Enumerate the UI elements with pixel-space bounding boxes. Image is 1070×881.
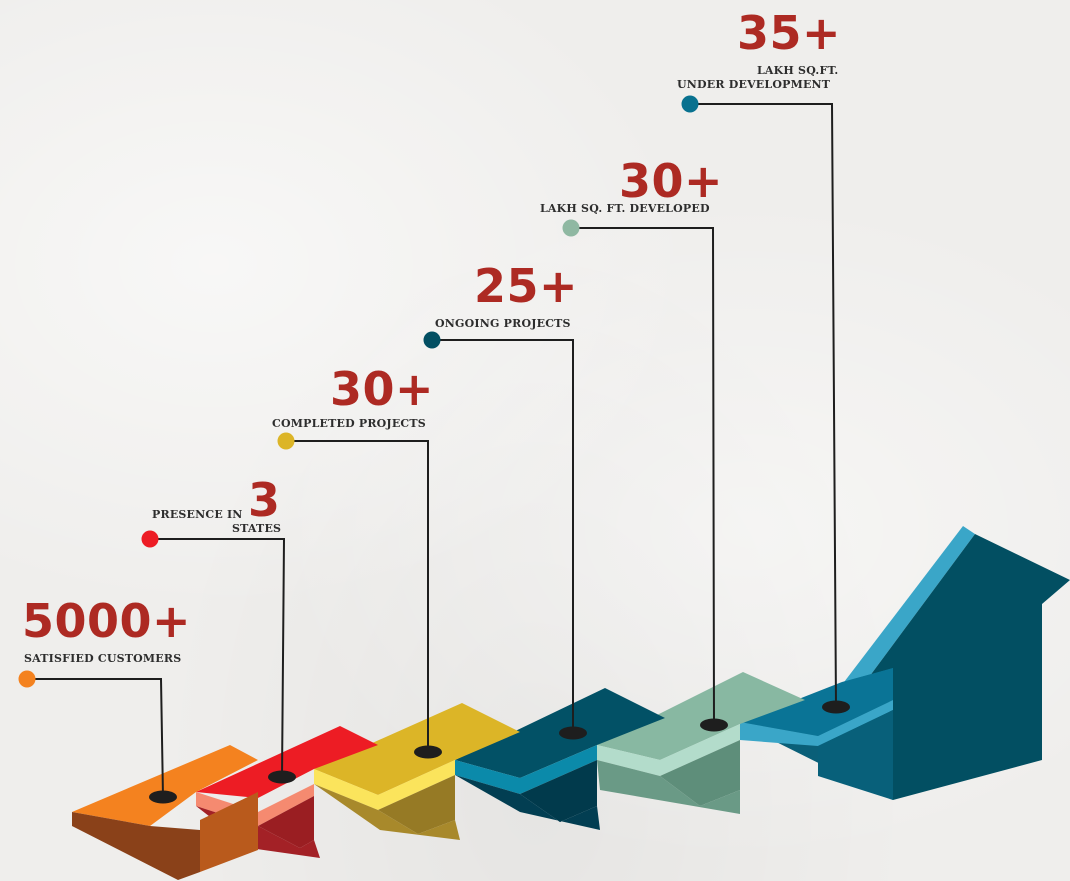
stat-label-line-1: LAKH SQ.FT. (757, 64, 839, 77)
step-1-top (72, 745, 258, 826)
connector-dot (681, 95, 699, 113)
connector-line (432, 339, 574, 733)
growth-arrow (838, 526, 1070, 800)
stat-label: SATISFIED CUSTOMERS (24, 652, 182, 665)
connector-line (690, 103, 837, 708)
step-anchor (149, 790, 177, 804)
step-anchor (268, 770, 296, 784)
step-5-front (597, 760, 740, 814)
step-6-side (818, 710, 893, 800)
step-anchor (559, 726, 587, 740)
connector-dot (141, 530, 159, 548)
step-anchor (822, 700, 850, 714)
connector-dot (562, 219, 580, 237)
step-4-edge (455, 745, 597, 794)
connector-dot (277, 432, 295, 450)
arrow-head-light-face (838, 526, 975, 700)
stat-value: 30+ (330, 362, 435, 416)
step-4-side (520, 760, 597, 822)
step-3-side (378, 775, 455, 834)
step-2-side (258, 796, 314, 848)
step-anchor (700, 718, 728, 732)
stat-label-line-2: UNDER DEVELOPMENT (677, 78, 831, 91)
connector-dot (18, 670, 36, 688)
step-3-front (314, 784, 460, 840)
step-3-edge (314, 760, 455, 810)
step-6-edge (740, 700, 893, 746)
step-6 (740, 668, 893, 800)
stat-value: 35+ (737, 6, 842, 60)
step-5-side (660, 740, 740, 806)
stat-value: 5000+ (22, 594, 192, 648)
stat-label: COMPLETED PROJECTS (272, 417, 426, 430)
step-5-top (597, 672, 805, 760)
arrow-head-dark-face (852, 534, 1070, 800)
step-5 (597, 672, 805, 814)
step-1-side (200, 792, 258, 872)
stat-label: LAKH SQ. FT. DEVELOPED (540, 202, 710, 215)
step-anchor (414, 745, 442, 759)
connector-line (27, 678, 164, 798)
step-6-top-main (740, 668, 893, 736)
step-2-top (196, 726, 378, 798)
stat-label: STATES (232, 522, 282, 535)
step-1-front (72, 812, 200, 880)
stat-label: ONGOING PROJECTS (435, 317, 571, 330)
stat-value: 30+ (619, 154, 724, 208)
connector-dot (423, 331, 441, 349)
connector-line (286, 440, 429, 752)
connector-line (150, 538, 286, 778)
stat-value: 25+ (474, 259, 579, 313)
step-5-edge (597, 724, 740, 776)
stat-label-prefix: PRESENCE IN (152, 508, 243, 521)
step-4-front (455, 775, 600, 830)
connector-line (571, 227, 715, 726)
stat-value: 3 (248, 473, 281, 527)
connectors (18, 95, 850, 804)
step-1 (72, 745, 258, 880)
